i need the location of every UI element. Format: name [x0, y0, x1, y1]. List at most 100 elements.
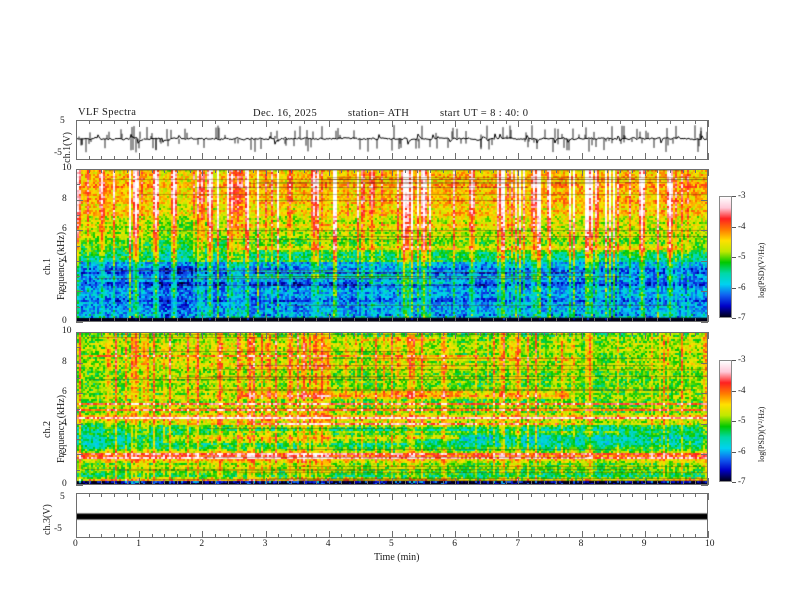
x-tick: [417, 481, 419, 485]
x-tick: [252, 120, 254, 124]
x-tick: [177, 481, 179, 485]
x-tick: [164, 534, 166, 538]
x-tick: [455, 493, 457, 500]
x-tick: [252, 169, 254, 173]
x-tick: [632, 481, 634, 485]
x-tick: [644, 531, 646, 538]
x-tick: [252, 318, 254, 322]
x-tick: [252, 493, 254, 497]
x-tick: [442, 481, 444, 485]
x-tick: [670, 318, 672, 322]
x-tick: [101, 493, 103, 497]
colorbar-tick: [732, 257, 736, 258]
x-tick: [366, 169, 368, 173]
x-tick: [619, 332, 621, 336]
x-tick: [303, 493, 305, 497]
ch3-ytick-5: 5: [60, 492, 65, 502]
colorbar-tick: [732, 196, 736, 197]
x-tick: [189, 481, 191, 485]
x-tick: [189, 493, 191, 497]
x-tick: [379, 493, 381, 497]
y-tick: [76, 362, 83, 364]
x-tick: [467, 156, 469, 160]
ch1-ytick-5: 5: [60, 116, 65, 126]
x-tick: [101, 120, 103, 124]
x-tick: [341, 318, 343, 322]
x-tick: [619, 493, 621, 497]
x-tick: [505, 332, 507, 336]
x-tick: [189, 156, 191, 160]
x-tick: [695, 169, 697, 173]
y-tick-label: 8: [62, 356, 67, 367]
x-tick: [126, 481, 128, 485]
x-tick: [177, 493, 179, 497]
x-tick: [670, 332, 672, 336]
colorbar-tick: [732, 360, 736, 361]
x-tick: [455, 169, 457, 176]
x-tick: [657, 120, 659, 124]
x-tick: [113, 169, 115, 173]
x-tick: [290, 493, 292, 497]
x-tick: [316, 156, 318, 160]
x-tick: [265, 332, 267, 339]
x-tick: [531, 318, 533, 322]
x-tick: [341, 169, 343, 173]
x-tick: [177, 534, 179, 538]
x-tick: [556, 534, 558, 538]
x-tick: [518, 332, 520, 339]
x-tick-label: 6: [452, 539, 457, 549]
colorbar-tick-label: -5: [738, 415, 746, 425]
x-tick: [151, 156, 153, 160]
x-tick: [366, 318, 368, 322]
x-tick: [505, 120, 507, 124]
x-tick: [429, 318, 431, 322]
x-tick: [151, 120, 153, 124]
x-tick: [164, 481, 166, 485]
x-tick: [619, 318, 621, 322]
x-tick: [619, 481, 621, 485]
x-tick: [695, 481, 697, 485]
x-tick: [606, 493, 608, 497]
x-tick-label: 2: [199, 539, 205, 549]
x-tick: [202, 153, 204, 160]
ch1-spectrogram-panel: [76, 169, 708, 322]
y-tick: [76, 322, 83, 323]
x-tick: [442, 120, 444, 124]
x-tick: [177, 318, 179, 322]
x-tick: [518, 169, 520, 176]
x-tick: [429, 156, 431, 160]
x-tick: [493, 169, 495, 173]
ch1-waveform-trace: [77, 121, 707, 159]
x-tick: [113, 534, 115, 538]
x-tick: [480, 493, 482, 497]
x-tick: [556, 318, 558, 322]
x-tick: [240, 318, 242, 322]
x-tick: [265, 493, 267, 500]
colorbar-ch1: [719, 196, 732, 318]
x-tick: [139, 169, 141, 176]
x-tick: [227, 318, 229, 322]
x-tick: [164, 156, 166, 160]
y-tick-minor: [76, 439, 80, 441]
x-tick: [531, 120, 533, 124]
x-tick: [644, 493, 646, 500]
x-tick: [316, 332, 318, 336]
x-tick: [606, 318, 608, 322]
x-tick: [619, 156, 621, 160]
x-tick: [76, 531, 77, 538]
x-tick: [126, 120, 128, 124]
x-tick: [316, 481, 318, 485]
x-tick: [644, 169, 646, 176]
x-tick: [606, 481, 608, 485]
y-tick-label: 4: [62, 254, 67, 265]
x-tick: [88, 156, 90, 160]
x-tick: [429, 332, 431, 336]
x-tick: [76, 332, 77, 339]
colorbar-tick: [732, 451, 736, 453]
x-tick: [404, 120, 406, 124]
x-tick: [113, 156, 115, 160]
x-tick: [354, 493, 356, 497]
x-tick: [164, 169, 166, 173]
x-tick: [442, 493, 444, 497]
y-tick: [701, 199, 708, 201]
